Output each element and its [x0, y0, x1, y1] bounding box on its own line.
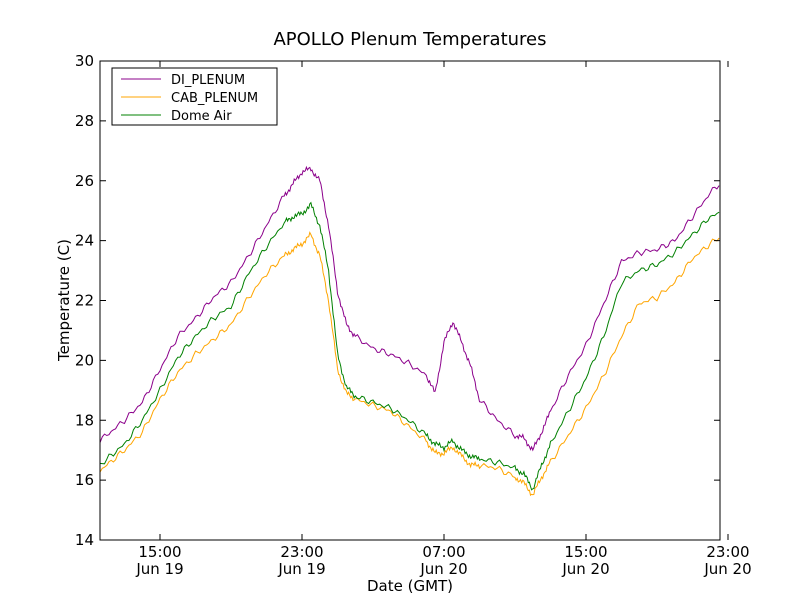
- y-tick-label: 22: [75, 292, 94, 310]
- x-tick-label-date: Jun 20: [419, 560, 467, 578]
- x-tick-label-time: 15:00: [564, 543, 607, 561]
- y-tick-label: 20: [75, 351, 94, 369]
- x-tick-label-date: Jun 20: [703, 560, 751, 578]
- y-tick-label: 24: [75, 232, 94, 250]
- legend-label: DI_PLENUM: [171, 73, 245, 88]
- y-tick-label: 16: [75, 471, 94, 489]
- x-tick-label-time: 23:00: [280, 543, 323, 561]
- y-tick-label: 30: [75, 52, 94, 70]
- x-axis-label: Date (GMT): [367, 577, 453, 595]
- y-tick-label: 28: [75, 112, 94, 130]
- x-tick-label-date: Jun 20: [561, 560, 609, 578]
- series-line-di-plenum: [99, 165, 720, 452]
- series-line-cab-plenum: [99, 231, 720, 497]
- x-tick-label-date: Jun 19: [277, 560, 325, 578]
- plot-area: [99, 60, 721, 541]
- x-tick-label-time: 15:00: [138, 543, 181, 561]
- y-tick-label: 18: [75, 411, 94, 429]
- legend: DI_PLENUM CAB_PLENUM Dome Air: [111, 67, 278, 126]
- plot-background: [100, 61, 720, 540]
- y-tick-label: 14: [75, 531, 94, 549]
- x-tick-label-time: 23:00: [706, 543, 749, 561]
- y-axis-label: Temperature (C): [55, 239, 73, 362]
- series-line-dome-air: [100, 201, 720, 491]
- legend-label: CAB_PLENUM: [171, 91, 258, 106]
- legend-label: Dome Air: [171, 109, 232, 124]
- x-tick-label-time: 07:00: [422, 543, 465, 561]
- chart-title: APOLLO Plenum Temperatures: [273, 29, 546, 50]
- y-axis-ticks: 14 16 18 20 22 24 26 28 30: [75, 52, 720, 549]
- y-tick-label: 26: [75, 172, 94, 190]
- x-tick-label-date: Jun 19: [135, 560, 183, 578]
